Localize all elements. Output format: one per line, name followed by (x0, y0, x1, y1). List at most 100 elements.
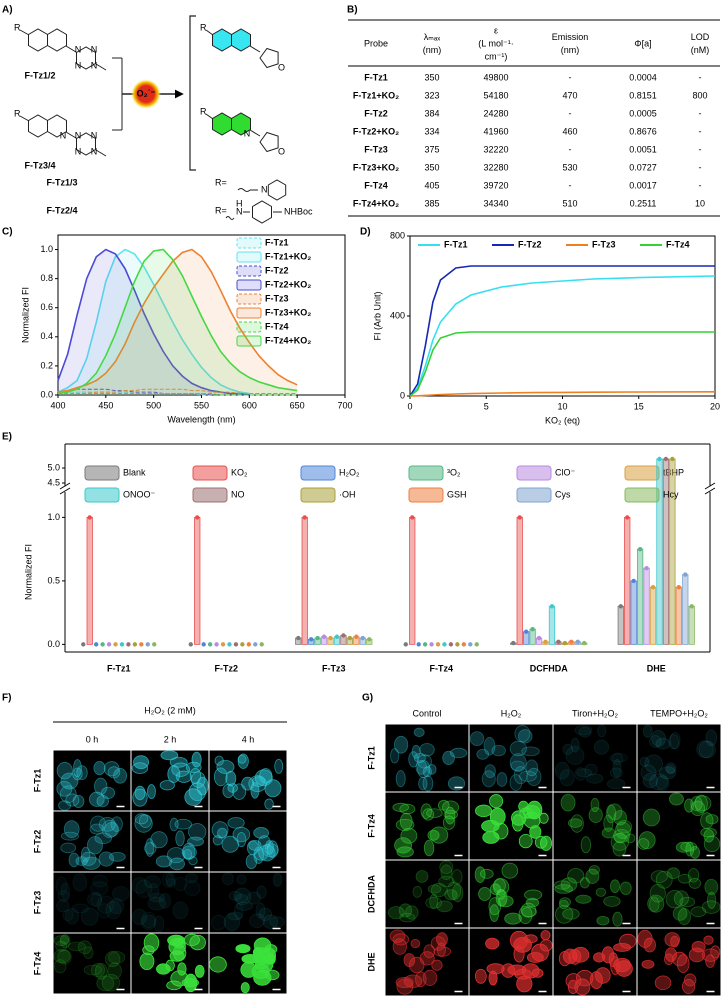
substituent-label: F-Tz2/4 (46, 205, 77, 215)
cell (89, 823, 105, 835)
bond (95, 149, 107, 157)
data-point (139, 642, 144, 647)
cell (580, 836, 592, 854)
data-point (81, 642, 86, 647)
data-point (152, 642, 157, 647)
legend-label: F-Tz3 (265, 293, 289, 303)
data-point (562, 640, 568, 646)
cell (504, 912, 522, 925)
data-point (683, 572, 688, 577)
data-point (650, 585, 656, 590)
table-cell: 350 (424, 162, 439, 172)
data-point (455, 642, 460, 647)
cell (67, 941, 86, 951)
cell (496, 772, 508, 787)
cell (509, 930, 529, 950)
cell (655, 737, 671, 750)
cell (567, 818, 583, 828)
panel-label: A) (2, 5, 13, 16)
data-point (308, 637, 314, 642)
cell (601, 827, 616, 839)
data-point (113, 642, 118, 647)
data-point (575, 639, 580, 645)
cell (540, 835, 553, 851)
cell (236, 831, 247, 848)
cell (491, 744, 506, 757)
cell (262, 914, 279, 929)
cell (392, 802, 409, 812)
cell (475, 804, 493, 818)
cell (585, 773, 604, 784)
cell (60, 831, 79, 841)
atom: R (200, 22, 207, 32)
cell (148, 892, 166, 903)
ring (231, 112, 251, 136)
cell (90, 815, 106, 832)
micrograph (131, 811, 209, 872)
cell (88, 791, 105, 807)
cell (704, 878, 719, 896)
cell (644, 754, 663, 774)
cell (175, 770, 192, 783)
cell (110, 816, 123, 832)
column-label: 0 h (86, 734, 99, 744)
data-point (676, 585, 682, 590)
cell (670, 935, 680, 948)
atom: N (75, 146, 82, 156)
micrograph (553, 724, 637, 792)
data-point (543, 639, 548, 645)
table-cell: 375 (424, 144, 439, 154)
table-cell: 34340 (483, 198, 508, 208)
y-tick-label: 0.0 (47, 639, 60, 649)
atom: H (236, 198, 243, 208)
cell (518, 905, 533, 925)
ring (28, 28, 48, 52)
atom: R (200, 106, 207, 116)
probe-label: F-Tz1/2 (24, 70, 55, 80)
cell (684, 798, 694, 813)
cell (413, 752, 426, 763)
cell (696, 740, 714, 759)
cell (80, 846, 91, 863)
table-cell: 0.8676 (629, 126, 657, 136)
legend-label: F-Tz3 (592, 239, 616, 249)
table-cell: F-Tz1+KO₂ (353, 90, 399, 100)
x-tick-label: 0 (407, 401, 412, 411)
cell (482, 831, 500, 844)
data-point (240, 642, 245, 647)
atom: O (278, 146, 285, 156)
cell (637, 838, 650, 850)
bar (637, 548, 644, 645)
cell (249, 913, 266, 929)
ring (259, 131, 279, 153)
cell (147, 896, 167, 911)
table-cell: - (699, 162, 702, 172)
cell (253, 969, 272, 986)
legend-label: Hcy (663, 489, 679, 499)
panel-label: E) (2, 432, 12, 443)
micrograph (53, 750, 131, 811)
atom: N (91, 60, 98, 70)
row-label: F-Tz3 (32, 891, 42, 915)
line (57, 388, 250, 396)
atom: N (91, 146, 98, 156)
line (57, 248, 298, 393)
cell (191, 751, 202, 768)
data-point (410, 515, 415, 520)
cell (495, 889, 508, 907)
bar (688, 605, 695, 645)
column-label: TEMPO+H₂O₂ (650, 708, 708, 718)
cells (131, 872, 201, 933)
cell (665, 890, 684, 909)
cell (83, 946, 94, 960)
cell (479, 868, 494, 879)
data-point (474, 642, 479, 647)
cell (554, 884, 573, 894)
cell (513, 766, 528, 785)
cell (517, 729, 533, 744)
bond (205, 113, 214, 120)
bond (19, 29, 30, 36)
data-point (416, 642, 421, 647)
cell (93, 760, 106, 776)
